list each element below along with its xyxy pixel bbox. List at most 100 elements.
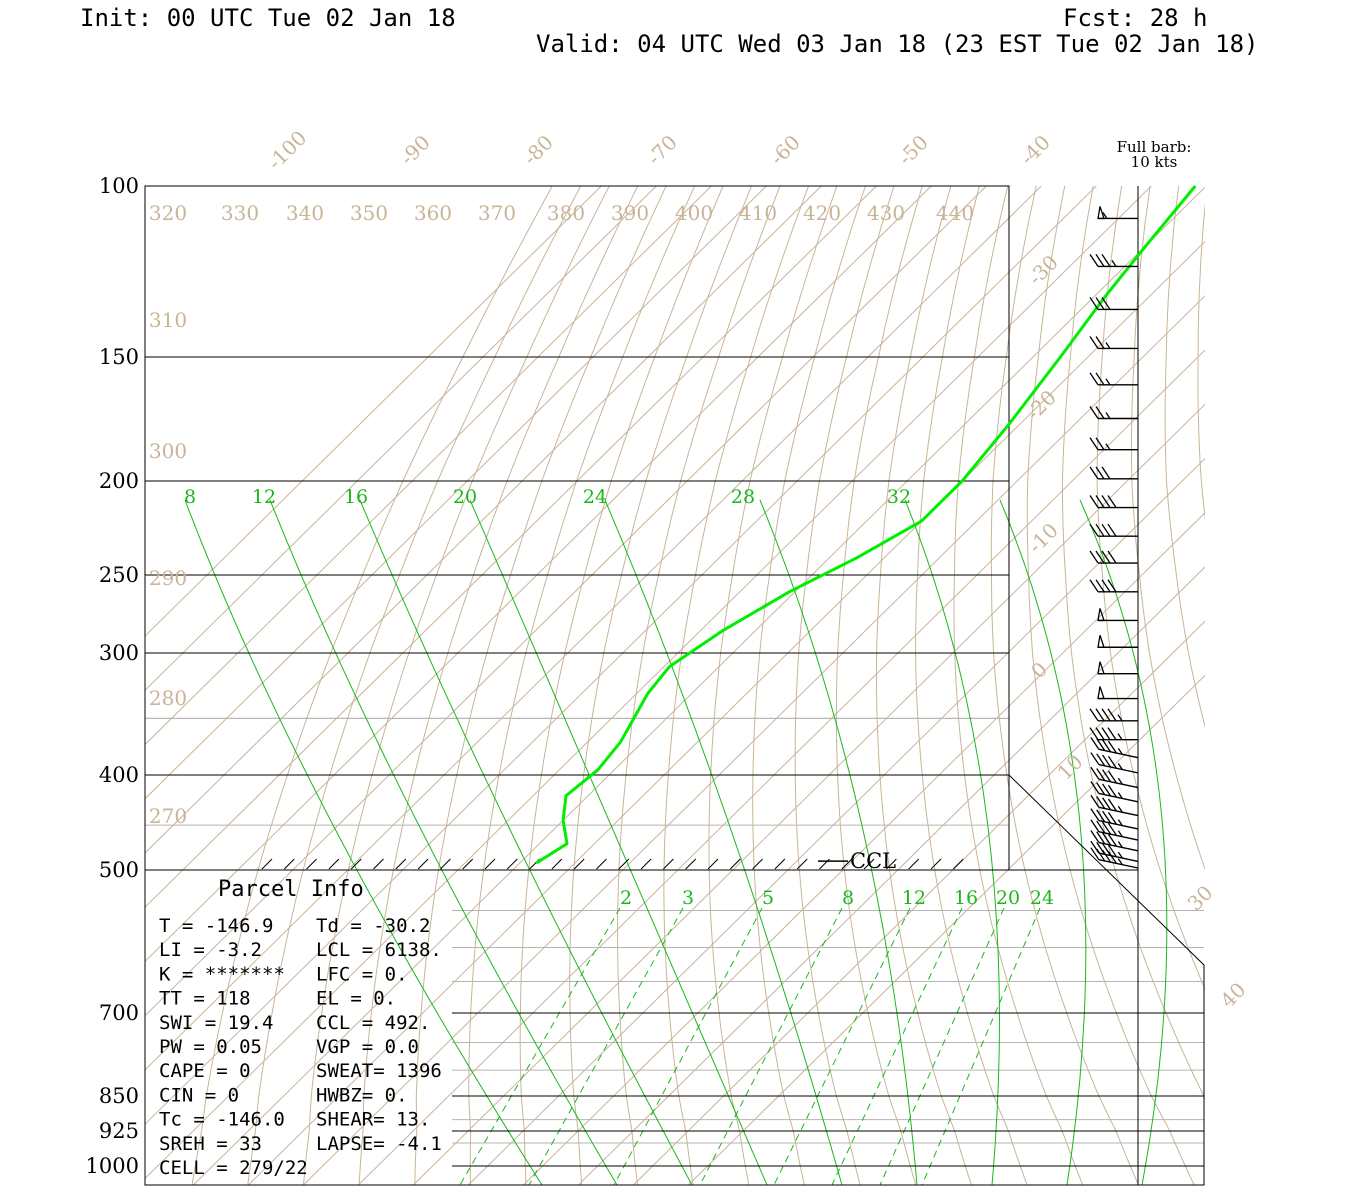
moist-adiabat-label: 32 [887, 486, 911, 508]
barb-feather [1102, 739, 1112, 753]
barb-feather [1102, 849, 1112, 863]
theta-label: 430 [867, 201, 905, 225]
dry-adiabat-line [1164, 186, 1205, 729]
mixing-ratio-lines [459, 907, 1041, 1185]
wind-barb [1089, 437, 1138, 451]
barb-feather [1090, 781, 1100, 794]
hatch-mark [373, 858, 384, 870]
barb-half-feather [1117, 777, 1123, 785]
barb-shaft [1098, 858, 1139, 869]
barb-feather [1089, 550, 1099, 564]
hatch-mark [484, 858, 496, 870]
wind-barb [1090, 847, 1139, 869]
hatch-mark [440, 858, 451, 870]
mixing-ratio-label: 24 [1030, 887, 1054, 909]
mixing-ratio-line [921, 907, 1041, 1185]
barb-feather [1095, 466, 1105, 480]
parcel-info-left: CELL = 279/22 [159, 1157, 308, 1179]
barb-half-feather [1117, 858, 1123, 866]
barb-half-feather [1105, 378, 1111, 386]
isotherm-line [247, 240, 1205, 1185]
moist-adiabat-line [184, 499, 543, 1185]
isotherm-line [145, 186, 1097, 1125]
barb-feather [1107, 708, 1117, 722]
barb-half-feather [1117, 851, 1123, 859]
pressure-label-200: 200 [99, 469, 139, 493]
hatch-mark [930, 858, 942, 870]
barb-feather [1107, 811, 1118, 825]
dry-adiabat-line [708, 186, 838, 1185]
barb-shaft [1098, 819, 1139, 830]
moist-adiabat-label: 24 [583, 486, 607, 508]
wind-barb [1089, 550, 1138, 564]
barb-flag [1097, 686, 1105, 700]
hatch-mark [685, 858, 697, 870]
hatch-mark [596, 858, 607, 870]
temperature-line [535, 185, 1197, 865]
dry-adiabat-line [1061, 186, 1205, 1100]
theta-label: 370 [478, 201, 516, 225]
wind-barb [1089, 406, 1138, 420]
barb-half-feather [1117, 841, 1123, 848]
parcel-info-right: LAPSE= -4.1 [316, 1133, 442, 1155]
pressure-label-100: 100 [99, 174, 139, 198]
barb-feather [1102, 832, 1112, 846]
forecast-hour: Fcst: 28 h [1063, 4, 1208, 32]
barb-feather [1102, 783, 1112, 797]
barb-shaft [1098, 748, 1139, 759]
barb-half-feather [1117, 792, 1123, 799]
barb-feather [1095, 579, 1105, 593]
theta-label: 270 [149, 804, 187, 828]
barb-feather [1095, 550, 1105, 564]
isotherm-line [145, 186, 657, 691]
wind-barb [1089, 254, 1138, 268]
temperature-label: -50 [893, 130, 933, 170]
barb-feather [1102, 810, 1112, 824]
theta-label: 310 [149, 308, 187, 332]
barb-feather [1107, 495, 1117, 508]
theta-label: 280 [149, 686, 187, 710]
pressure-label-1000: 1000 [86, 1154, 139, 1178]
barb-feather [1107, 798, 1118, 812]
barb-feather [1101, 708, 1111, 722]
wind-barb [1090, 752, 1139, 774]
parcel-info-left: SREH = 33 [159, 1133, 262, 1155]
hatch-mark [841, 858, 853, 870]
mixing-ratio-label: 2 [620, 887, 632, 909]
barb-feather [1102, 821, 1112, 835]
temperature-label: -80 [518, 130, 558, 170]
parcel-info-left: TT = 118 [159, 988, 251, 1010]
parcel-info-right: VGP = 0.0 [316, 1036, 419, 1058]
dry-adiabat-line [953, 186, 1084, 1185]
barb-feather [1102, 769, 1112, 783]
wind-barb [1089, 523, 1138, 537]
barb-feather [1107, 579, 1117, 593]
hatch-mark [573, 858, 585, 870]
barb-feather [1095, 254, 1105, 267]
moist-adiabat-line [904, 499, 1000, 1185]
parcel-info-left: SWI = 19.4 [159, 1012, 273, 1034]
barb-feather [1089, 437, 1099, 451]
moist-adiabat-line [359, 499, 693, 1185]
barb-feather [1090, 794, 1100, 808]
barb-feather [1095, 297, 1105, 310]
pressure-label-925: 925 [99, 1119, 139, 1143]
barb-feather [1096, 831, 1106, 845]
mixing-ratio-label: 5 [762, 887, 774, 909]
temperature-label: -30 [1023, 250, 1063, 290]
barb-shaft [1098, 763, 1139, 774]
mixing-ratio-label: 16 [954, 887, 978, 909]
theta-label: 420 [803, 201, 841, 225]
barb-half-feather [1117, 748, 1123, 755]
hatch-mark [261, 858, 273, 870]
wind-barb [1089, 708, 1138, 722]
isotherm-line [357, 349, 1205, 1185]
pressure-label-850: 850 [99, 1084, 139, 1108]
theta-label: 350 [350, 201, 388, 225]
hatch-mark [752, 858, 763, 870]
pressure-label-500: 500 [99, 858, 139, 882]
barb-feather [1107, 550, 1117, 564]
barb-feather [1101, 254, 1111, 267]
hatch-mark [796, 858, 808, 870]
